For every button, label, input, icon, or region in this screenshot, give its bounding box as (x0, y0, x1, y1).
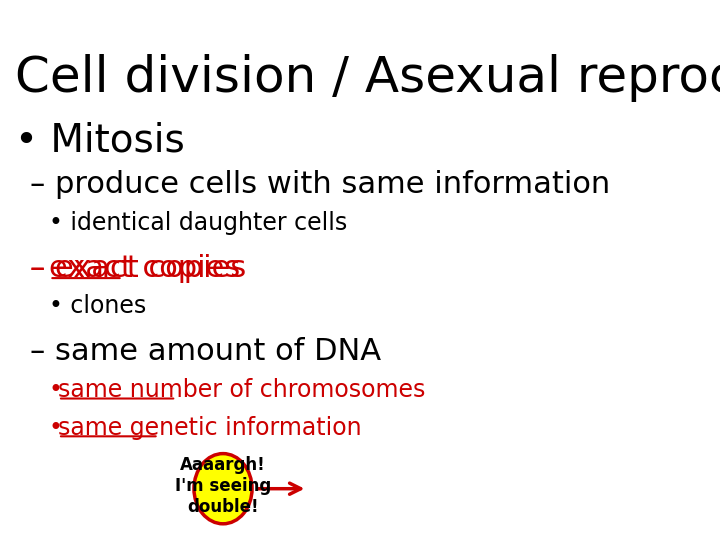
Text: same number of chromosomes: same number of chromosomes (58, 378, 426, 402)
Text: Cell division / Asexual reproduction: Cell division / Asexual reproduction (15, 54, 720, 102)
Text: •: • (49, 378, 70, 402)
Text: • identical daughter cells: • identical daughter cells (49, 211, 347, 234)
Text: • clones: • clones (49, 294, 146, 318)
Text: – produce cells with same information: – produce cells with same information (30, 170, 611, 199)
Text: •: • (49, 416, 70, 440)
Text: – same amount of DNA: – same amount of DNA (30, 338, 381, 367)
Text: Aaaargh!
I'm seeing
double!: Aaaargh! I'm seeing double! (175, 456, 271, 516)
Text: – exact copies: – exact copies (30, 254, 246, 283)
Text: exact copies: exact copies (50, 254, 240, 283)
Ellipse shape (194, 454, 252, 524)
Text: same genetic information: same genetic information (58, 416, 361, 440)
Text: –: – (30, 254, 55, 283)
Text: • Mitosis: • Mitosis (15, 122, 185, 159)
